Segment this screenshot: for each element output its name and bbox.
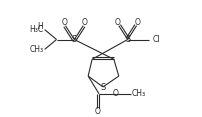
Text: O: O <box>113 89 119 98</box>
Text: CH₃: CH₃ <box>29 45 44 54</box>
Text: O: O <box>62 18 67 27</box>
Text: O: O <box>115 18 121 27</box>
Text: O: O <box>135 18 140 27</box>
Text: H: H <box>37 22 43 31</box>
Text: Cl: Cl <box>153 35 160 44</box>
Text: S: S <box>125 35 130 44</box>
Text: CH₃: CH₃ <box>132 89 146 98</box>
Text: O: O <box>95 107 101 116</box>
Text: H₃C: H₃C <box>29 25 44 34</box>
Text: S: S <box>72 35 77 44</box>
Text: O: O <box>81 18 87 27</box>
Text: S: S <box>100 83 106 92</box>
